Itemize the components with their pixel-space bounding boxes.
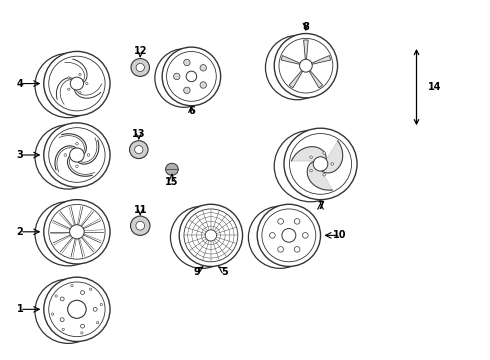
Ellipse shape (79, 73, 81, 76)
Text: 4: 4 (17, 78, 24, 89)
Ellipse shape (68, 77, 70, 79)
Text: 13: 13 (132, 129, 146, 139)
Ellipse shape (70, 225, 84, 239)
Ellipse shape (64, 154, 67, 156)
Ellipse shape (294, 247, 300, 252)
Ellipse shape (68, 88, 70, 90)
Polygon shape (289, 70, 303, 88)
Ellipse shape (173, 73, 180, 80)
Ellipse shape (79, 91, 81, 94)
Text: 5: 5 (221, 267, 228, 277)
Ellipse shape (184, 87, 190, 94)
Ellipse shape (68, 300, 86, 318)
Ellipse shape (86, 82, 88, 85)
Ellipse shape (135, 145, 143, 154)
Polygon shape (311, 55, 331, 64)
Text: 3: 3 (17, 150, 24, 160)
Polygon shape (304, 40, 308, 60)
Ellipse shape (331, 163, 334, 165)
Ellipse shape (87, 154, 90, 156)
Ellipse shape (270, 233, 275, 238)
Polygon shape (320, 141, 343, 173)
Ellipse shape (44, 123, 110, 187)
Polygon shape (309, 70, 322, 88)
Text: 2: 2 (17, 227, 24, 237)
Ellipse shape (131, 59, 149, 76)
Ellipse shape (278, 219, 284, 224)
Ellipse shape (44, 277, 110, 342)
Ellipse shape (294, 219, 300, 224)
Ellipse shape (278, 247, 284, 252)
Ellipse shape (130, 216, 150, 235)
Ellipse shape (313, 157, 328, 171)
Text: 12: 12 (133, 46, 147, 57)
Ellipse shape (62, 328, 64, 330)
Polygon shape (307, 161, 332, 190)
Ellipse shape (80, 291, 85, 294)
Ellipse shape (310, 170, 312, 172)
Text: 15: 15 (165, 177, 179, 187)
Text: 10: 10 (333, 230, 347, 240)
Ellipse shape (70, 77, 83, 90)
Ellipse shape (75, 143, 78, 145)
Ellipse shape (186, 71, 196, 82)
Ellipse shape (71, 284, 73, 287)
Ellipse shape (60, 297, 64, 301)
Ellipse shape (44, 200, 110, 264)
Text: 11: 11 (133, 205, 147, 215)
Ellipse shape (93, 307, 97, 311)
Ellipse shape (51, 313, 54, 315)
Text: 7: 7 (317, 201, 324, 211)
Text: 8: 8 (302, 22, 309, 32)
Text: 1: 1 (17, 304, 24, 314)
Ellipse shape (205, 230, 217, 241)
Ellipse shape (200, 64, 206, 71)
Text: 9: 9 (194, 267, 200, 277)
Ellipse shape (184, 59, 190, 66)
Ellipse shape (100, 303, 102, 306)
Ellipse shape (129, 141, 148, 158)
Ellipse shape (81, 332, 83, 334)
Ellipse shape (44, 51, 110, 116)
Ellipse shape (75, 165, 78, 167)
Text: 14: 14 (428, 82, 441, 92)
Ellipse shape (136, 221, 145, 230)
Ellipse shape (55, 295, 57, 297)
Ellipse shape (200, 82, 206, 88)
Ellipse shape (274, 33, 338, 98)
Ellipse shape (310, 156, 312, 158)
Ellipse shape (323, 174, 325, 176)
Ellipse shape (136, 63, 145, 72)
Ellipse shape (90, 288, 92, 291)
Ellipse shape (60, 318, 64, 321)
Polygon shape (292, 147, 326, 161)
Ellipse shape (302, 233, 308, 238)
Ellipse shape (299, 59, 312, 72)
Ellipse shape (257, 204, 320, 266)
Text: 6: 6 (188, 106, 195, 116)
Ellipse shape (166, 163, 178, 175)
Ellipse shape (97, 321, 99, 324)
Ellipse shape (284, 128, 357, 200)
Ellipse shape (323, 152, 325, 154)
Ellipse shape (162, 47, 220, 106)
Ellipse shape (70, 148, 84, 162)
Ellipse shape (80, 324, 85, 328)
Ellipse shape (179, 204, 243, 266)
Polygon shape (281, 55, 301, 64)
Ellipse shape (282, 229, 296, 242)
